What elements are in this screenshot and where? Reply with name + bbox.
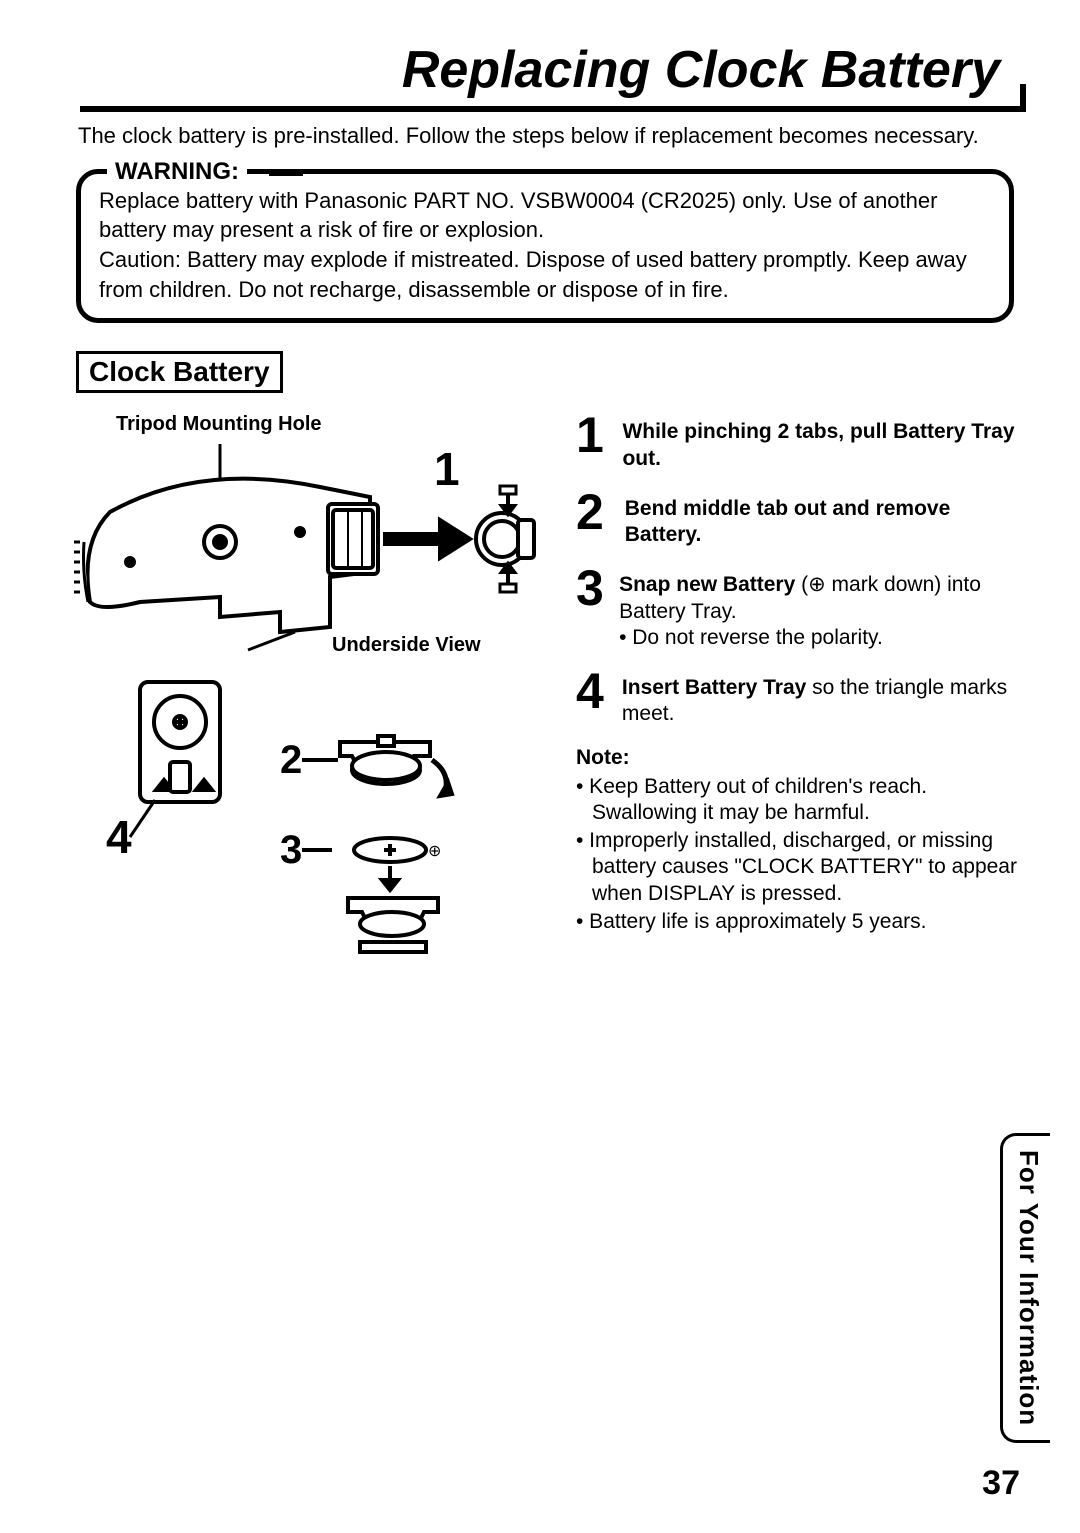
diagram-area: ⊕ 1 4 2 3 Underside View	[70, 442, 550, 1067]
diagram-number-1: 1	[434, 442, 460, 496]
page-number: 37	[982, 1464, 1020, 1503]
step-4-bold: Insert Battery Tray	[622, 676, 806, 699]
note-list: • Keep Battery out of children's reach. …	[576, 774, 1020, 936]
svg-text:⊕: ⊕	[428, 843, 441, 860]
step-1-num: 1	[576, 413, 612, 472]
intro-text: The clock battery is pre-installed. Foll…	[70, 122, 1020, 151]
section-label: Clock Battery	[79, 354, 280, 390]
step-2: 2 Bend middle tab out and remove Battery…	[576, 490, 1020, 549]
step-2-text: Bend middle tab out and remove Battery.	[625, 497, 951, 546]
step-3-bold: Snap new Battery	[619, 573, 795, 596]
step-1: 1 While pinching 2 tabs, pull Battery Tr…	[576, 413, 1020, 472]
tripod-label: Tripod Mounting Hole	[116, 413, 550, 436]
note-item-1: • Keep Battery out of children's reach. …	[576, 774, 1020, 827]
page-title: Replacing Clock Battery	[80, 40, 1020, 112]
step-4: 4 Insert Battery Tray so the triangle ma…	[576, 669, 1020, 728]
step-3-num: 3	[576, 566, 609, 651]
step-3: 3 Snap new Battery (⊕ mark down) into Ba…	[576, 566, 1020, 651]
warning-label: WARNING:	[107, 158, 247, 186]
camcorder-diagram: ⊕	[70, 442, 550, 1062]
side-tab: For Your Information	[1000, 1133, 1050, 1443]
diagram-number-4: 4	[106, 810, 132, 864]
step-3-bullet: • Do not reverse the polarity.	[619, 625, 1020, 651]
step-2-num: 2	[576, 490, 615, 549]
section-label-box: Clock Battery	[76, 351, 283, 393]
diagram-number-3: 3	[280, 828, 302, 873]
steps-column: 1 While pinching 2 tabs, pull Battery Tr…	[576, 413, 1020, 1067]
diagram-column: Tripod Mounting Hole	[70, 413, 550, 1067]
step-1-text: While pinching 2 tabs, pull Battery Tray…	[622, 420, 1014, 469]
underside-label: Underside View	[332, 634, 481, 657]
diagram-number-2: 2	[280, 738, 302, 783]
step-4-num: 4	[576, 669, 612, 728]
warning-text-1: Replace battery with Panasonic PART NO. …	[99, 186, 991, 245]
note-item-2: • Improperly installed, discharged, or m…	[576, 828, 1020, 907]
note-item-3: • Battery life is approximately 5 years.	[576, 909, 1020, 935]
warning-dash	[269, 171, 303, 176]
warning-box: WARNING: Replace battery with Panasonic …	[76, 169, 1014, 324]
warning-text-2: Caution: Battery may explode if mistreat…	[99, 245, 991, 304]
note-title: Note:	[576, 746, 1020, 770]
